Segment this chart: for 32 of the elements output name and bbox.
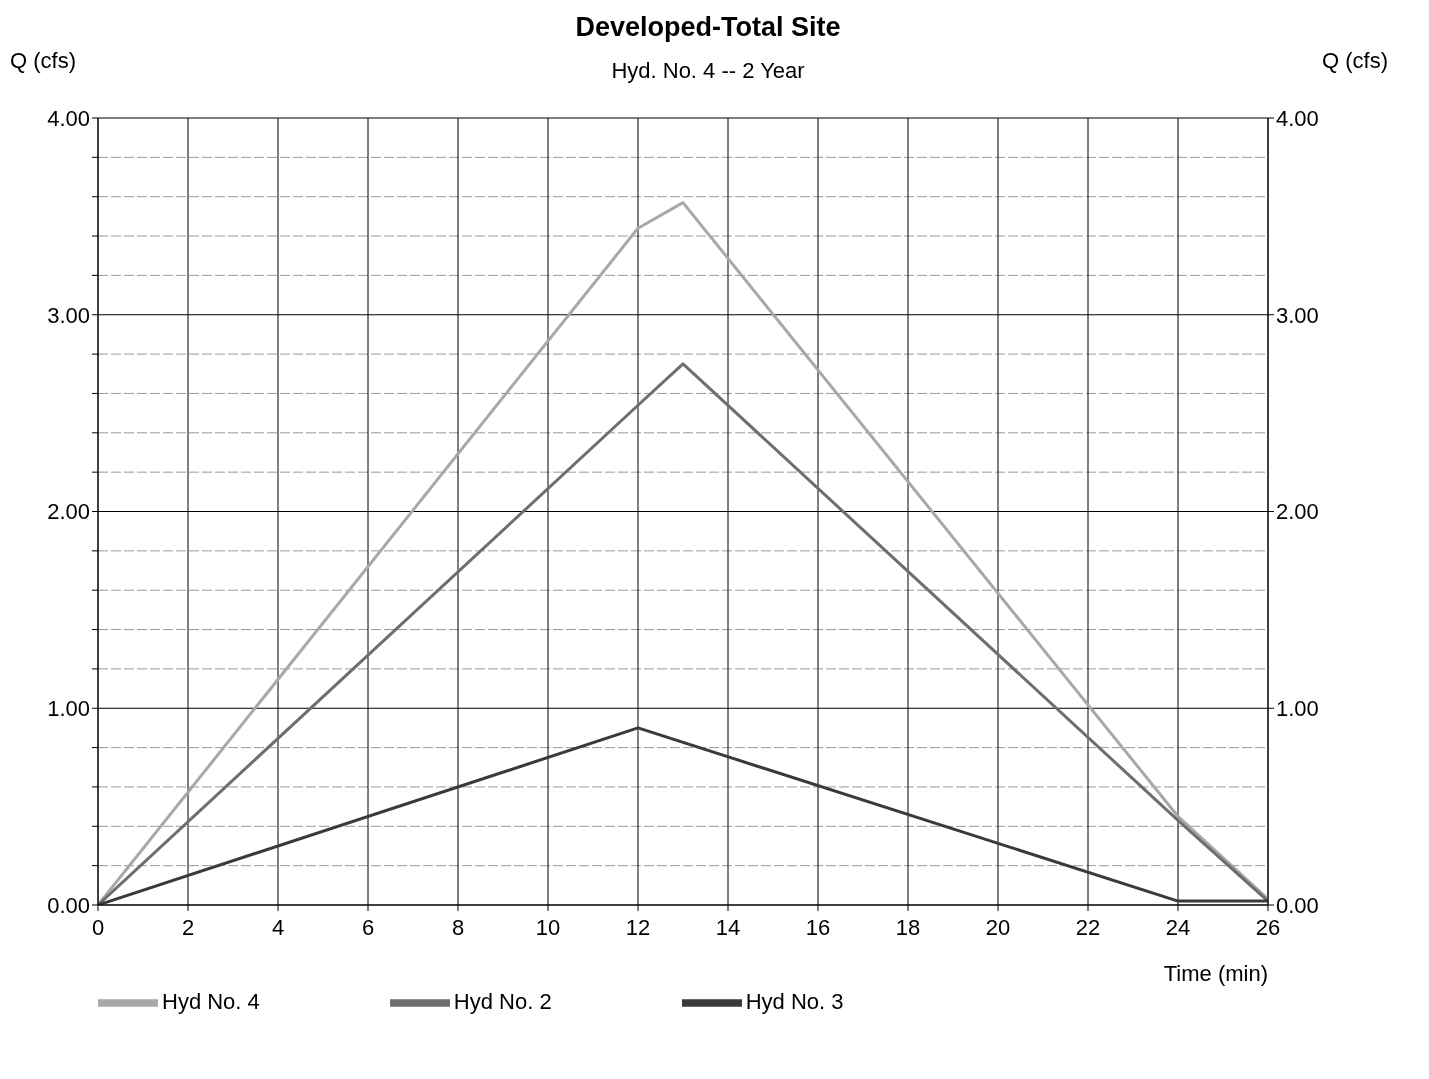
- x-tick-label: 20: [985, 915, 1011, 940]
- x-tick-label: 10: [535, 915, 561, 940]
- y-tick-label: 3.00: [47, 302, 90, 328]
- x-tick-label: 2: [181, 915, 195, 940]
- x-tick-label: 26: [1255, 915, 1281, 940]
- x-tick-label: 0: [91, 915, 105, 940]
- y2-tick-label: 3.00: [1276, 302, 1319, 328]
- y-tick-label: 2.00: [47, 499, 90, 525]
- x-tick-label: 22: [1075, 915, 1101, 940]
- y-tick-label: 4.00: [47, 105, 90, 131]
- legend-label: Hyd No. 4: [162, 988, 260, 1014]
- chart-subtitle: Hyd. No. 4 -- 2 Year: [611, 58, 805, 83]
- y2-tick-label: 0.00: [1276, 892, 1319, 918]
- x-tick-label: 8: [451, 915, 465, 940]
- x-tick-label: 12: [625, 915, 651, 940]
- x-tick-label: 4: [271, 915, 285, 940]
- y2-axis-title: Q (cfs): [1322, 48, 1388, 74]
- x-tick-label: 14: [715, 915, 741, 940]
- y-axis-title: Q (cfs): [10, 48, 76, 74]
- legend-label: Hyd No. 3: [745, 988, 844, 1014]
- y2-tick-label: 1.00: [1276, 696, 1319, 722]
- x-tick-label: 18: [895, 915, 921, 940]
- x-tick-label: 6: [361, 915, 375, 940]
- x-tick-label: 24: [1165, 915, 1191, 940]
- y2-tick-label: 4.00: [1276, 105, 1319, 131]
- y2-tick-label: 2.00: [1276, 499, 1319, 525]
- y-tick-label: 1.00: [47, 696, 90, 722]
- y-tick-label: 0.00: [47, 892, 90, 918]
- legend-label: Hyd No. 2: [453, 988, 552, 1014]
- x-tick-label: 16: [805, 915, 831, 940]
- chart-title: Developed-Total Site: [574, 12, 842, 43]
- x-axis-title: Time (min): [1163, 961, 1268, 986]
